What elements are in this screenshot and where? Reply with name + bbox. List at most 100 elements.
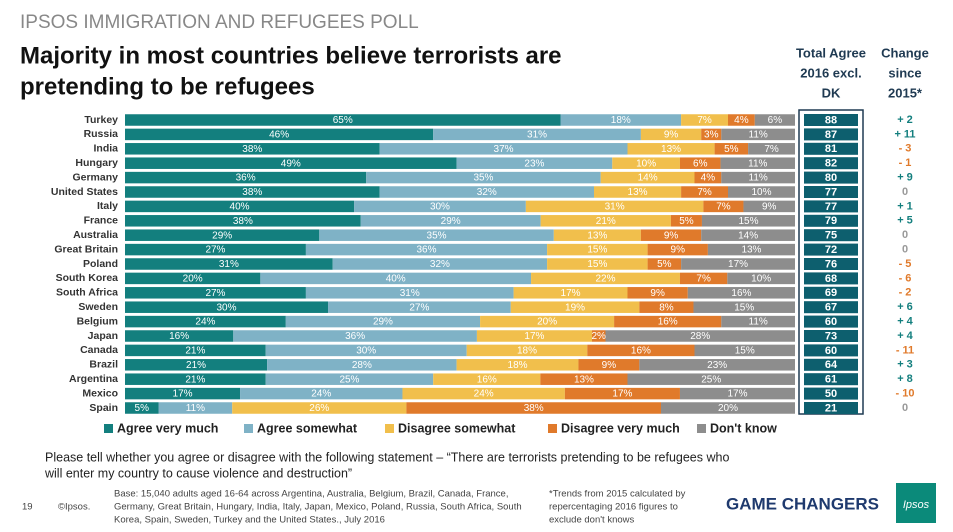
category-label: Germany — [72, 171, 118, 183]
bar-segment — [564, 387, 680, 400]
category-label: South Korea — [56, 272, 119, 284]
bar-segment — [679, 387, 795, 400]
category-label: United States — [51, 186, 118, 198]
total-box — [804, 358, 858, 371]
bar-segment — [605, 330, 795, 342]
segment-label: 5% — [135, 403, 150, 414]
total-header: DK — [822, 85, 841, 100]
bar-segment — [402, 387, 565, 400]
base: Base: 15,040 adults aged 16-64 across Ar… — [114, 489, 508, 500]
segment-label: 28% — [690, 331, 710, 342]
segment-label: 5% — [724, 144, 739, 155]
bar-segment — [466, 344, 588, 357]
legend-swatch — [548, 424, 557, 433]
total-box — [804, 272, 858, 285]
segment-label: 9% — [602, 360, 617, 371]
bar-segment — [233, 330, 477, 342]
bar-segment — [578, 359, 640, 371]
bar-segment — [332, 258, 548, 270]
bar-segment — [319, 229, 554, 241]
total-value: 72 — [825, 244, 837, 256]
segment-label: 31% — [219, 259, 239, 270]
category-label: Spain — [89, 402, 118, 414]
bar-segment — [728, 186, 795, 198]
bar-segment — [707, 243, 795, 256]
category-label: Turkey — [84, 114, 118, 126]
total-value: 77 — [825, 201, 837, 213]
total-box — [804, 157, 858, 170]
segment-label: 25% — [339, 374, 359, 385]
bar-segment — [125, 186, 380, 198]
bar-segment — [679, 272, 728, 285]
bar-segment — [701, 229, 795, 241]
total-value: 60 — [825, 345, 837, 357]
segment-label: 40% — [230, 202, 250, 213]
total-box — [804, 330, 858, 342]
change-value: 0 — [902, 186, 908, 198]
segment-label: 36% — [345, 331, 365, 342]
change-value: + 3 — [897, 359, 913, 371]
segment-label: 22% — [595, 274, 615, 285]
segment-label: 7% — [697, 115, 712, 126]
segment-label: 17% — [524, 331, 544, 342]
total-value: 80 — [825, 172, 837, 184]
segment-label: 19% — [565, 302, 585, 313]
total-value: 67 — [825, 302, 837, 314]
change-value: + 9 — [897, 172, 913, 184]
total-box — [804, 186, 858, 198]
segment-label: 23% — [707, 360, 727, 371]
bar-segment — [406, 402, 661, 414]
bar-segment — [125, 128, 434, 141]
total-value: 64 — [825, 359, 838, 371]
segment-label: 9% — [650, 288, 665, 299]
segment-label: 24% — [195, 317, 215, 328]
bar-segment — [701, 215, 795, 227]
category-label: South Africa — [56, 287, 118, 299]
bar-segment — [232, 402, 407, 414]
kicker: IPSOS IMMIGRATION AND REFUGEES POLL — [20, 12, 419, 33]
segment-label: 26% — [309, 403, 329, 414]
segment-label: 38% — [233, 216, 253, 227]
segment-label: 24% — [474, 389, 494, 400]
bar-segment — [125, 359, 268, 371]
legend-swatch — [697, 424, 706, 433]
segment-label: 29% — [212, 230, 232, 241]
segment-label: 15% — [587, 259, 607, 270]
bar-segment — [647, 258, 682, 270]
segment-label: 18% — [508, 360, 528, 371]
bar-segment — [661, 402, 795, 414]
bar-segment — [480, 315, 615, 328]
total-box — [804, 258, 858, 270]
bar-segment — [125, 287, 306, 299]
category-label: Russia — [84, 128, 119, 140]
legend-swatch — [104, 424, 113, 433]
bar-segment — [721, 128, 795, 141]
segment-label: 13% — [587, 230, 607, 241]
segment-label: 28% — [352, 360, 372, 371]
segment-label: 7% — [716, 202, 731, 213]
page-number: 19 — [22, 502, 33, 513]
segment-label: 30% — [217, 302, 237, 313]
bar-segment — [591, 330, 606, 342]
segment-label: 13% — [628, 187, 648, 198]
category-label: Sweden — [78, 301, 118, 313]
bar-segment — [125, 387, 241, 400]
segment-label: 27% — [409, 302, 429, 313]
total-value: 75 — [825, 230, 837, 242]
segment-label: 16% — [731, 288, 751, 299]
bar-segment — [125, 344, 266, 357]
segment-label: 25% — [701, 374, 721, 385]
base: Korea, Spain, Sweden, Turkey and the Uni… — [114, 515, 385, 526]
bar-segment — [681, 114, 728, 126]
change-value: - 10 — [896, 388, 915, 400]
segment-label: 11% — [749, 173, 768, 184]
total-value: 61 — [825, 374, 837, 386]
category-label: Argentina — [69, 373, 118, 385]
bar-segment — [125, 143, 380, 155]
segment-label: 13% — [661, 144, 681, 155]
copyright: ©Ipsos. — [58, 502, 90, 513]
segment-label: 32% — [477, 187, 497, 198]
segment-label: 16% — [477, 374, 497, 385]
question: will enter my country to cause violence … — [44, 466, 352, 480]
segment-label: 17% — [612, 389, 632, 400]
